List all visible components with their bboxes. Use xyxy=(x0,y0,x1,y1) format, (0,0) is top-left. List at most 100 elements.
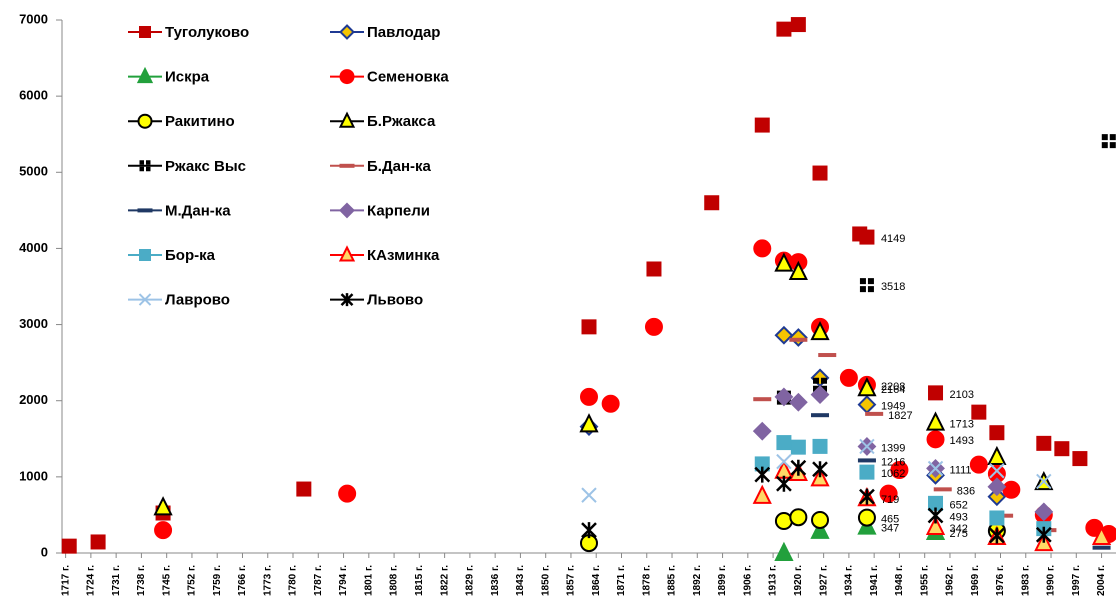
point xyxy=(601,394,620,413)
x-tick-label: 2004 г. xyxy=(1096,565,1107,596)
point xyxy=(988,527,1005,544)
point xyxy=(989,463,1005,479)
x-tick-label: 1836 г. xyxy=(490,565,501,596)
x-tick-label: 1997 г. xyxy=(1071,565,1082,596)
point xyxy=(1072,451,1088,467)
value-label: 4149 xyxy=(881,233,905,245)
legend-label: Львово xyxy=(367,292,423,309)
point xyxy=(989,425,1005,441)
x-tick-label: 1892 г. xyxy=(692,565,703,596)
y-tick-label: 4000 xyxy=(19,240,48,255)
point xyxy=(812,438,828,454)
point xyxy=(753,397,772,402)
point xyxy=(925,515,946,535)
legend-marker xyxy=(137,208,153,213)
point xyxy=(925,411,946,431)
value-label: 1111 xyxy=(950,464,972,476)
point xyxy=(810,320,830,341)
x-tick-label: 1766 г. xyxy=(237,565,248,596)
point xyxy=(788,392,808,412)
x-tick-label: 1780 г. xyxy=(288,565,299,596)
point xyxy=(810,467,830,487)
x-tick-label: 1857 г. xyxy=(566,565,577,596)
value-label: 719 xyxy=(881,494,899,506)
point xyxy=(890,461,909,480)
point xyxy=(987,477,1007,497)
point xyxy=(752,421,772,441)
x-tick-label: 1878 г. xyxy=(641,565,652,596)
point xyxy=(90,534,106,550)
point xyxy=(788,260,808,281)
point xyxy=(1101,134,1116,149)
x-tick-label: 1759 г. xyxy=(212,565,223,596)
value-label: 1493 xyxy=(950,435,974,447)
legend-marker xyxy=(137,113,153,129)
point xyxy=(812,165,828,181)
x-tick-label: 1934 г. xyxy=(844,565,855,596)
point xyxy=(857,508,876,527)
point xyxy=(752,484,772,504)
point xyxy=(1054,441,1070,457)
legend-marker xyxy=(339,163,355,168)
legend-label: КАзминка xyxy=(367,247,440,264)
point xyxy=(774,541,794,561)
value-label: 1216 xyxy=(881,456,905,468)
y-tick-label: 3000 xyxy=(19,316,48,331)
x-tick-label: 1976 г. xyxy=(995,565,1006,596)
y-tick-label: 7000 xyxy=(19,11,48,26)
point xyxy=(926,430,945,449)
legend-marker xyxy=(339,202,355,219)
point xyxy=(971,404,987,420)
x-tick-label: 1752 г. xyxy=(187,565,198,596)
point xyxy=(1092,545,1111,550)
x-tick-label: 1717 г. xyxy=(60,565,71,596)
x-tick-label: 1724 г. xyxy=(86,565,97,596)
legend-label: Павлодар xyxy=(367,24,440,41)
point xyxy=(879,484,898,503)
x-tick-label: 1822 г. xyxy=(439,565,450,596)
point xyxy=(789,337,808,342)
value-label: 1713 xyxy=(950,418,974,430)
legend-marker xyxy=(338,111,356,128)
legend-label: Туголуково xyxy=(165,24,249,41)
value-label: 2164 xyxy=(881,384,905,396)
point xyxy=(788,328,808,347)
x-tick-label: 1815 г. xyxy=(414,565,425,596)
point xyxy=(810,519,830,539)
point xyxy=(579,413,599,433)
point xyxy=(813,377,828,392)
point xyxy=(753,239,772,258)
point xyxy=(1036,435,1052,451)
point xyxy=(644,317,663,336)
legend-marker xyxy=(339,24,355,40)
x-tick-label: 1794 г. xyxy=(338,565,349,596)
point xyxy=(754,466,771,483)
point xyxy=(812,461,828,478)
point xyxy=(338,484,357,503)
point xyxy=(581,522,597,539)
x-tick-label: 1787 г. xyxy=(313,565,324,596)
point xyxy=(865,411,884,416)
x-tick-label: 1773 г. xyxy=(262,565,273,596)
legend-marker xyxy=(338,245,356,262)
point xyxy=(1034,502,1054,522)
point xyxy=(754,117,770,133)
point xyxy=(857,395,877,415)
y-tick-label: 6000 xyxy=(19,88,48,103)
point xyxy=(987,445,1007,466)
legend-marker xyxy=(139,160,151,172)
value-label: 2103 xyxy=(950,389,974,401)
point xyxy=(1091,525,1112,546)
x-tick-label: 1745 г. xyxy=(161,565,172,596)
point xyxy=(776,435,792,451)
point xyxy=(790,17,806,33)
value-label: 836 xyxy=(957,485,975,497)
point xyxy=(927,507,944,524)
x-tick-label: 1906 г. xyxy=(742,565,753,596)
x-tick-label: 1955 г. xyxy=(919,565,930,596)
x-tick-label: 1990 г. xyxy=(1046,565,1057,596)
point xyxy=(811,413,830,418)
x-tick-label: 1920 г. xyxy=(793,565,804,596)
legend-marker xyxy=(339,69,355,85)
point xyxy=(859,229,875,245)
